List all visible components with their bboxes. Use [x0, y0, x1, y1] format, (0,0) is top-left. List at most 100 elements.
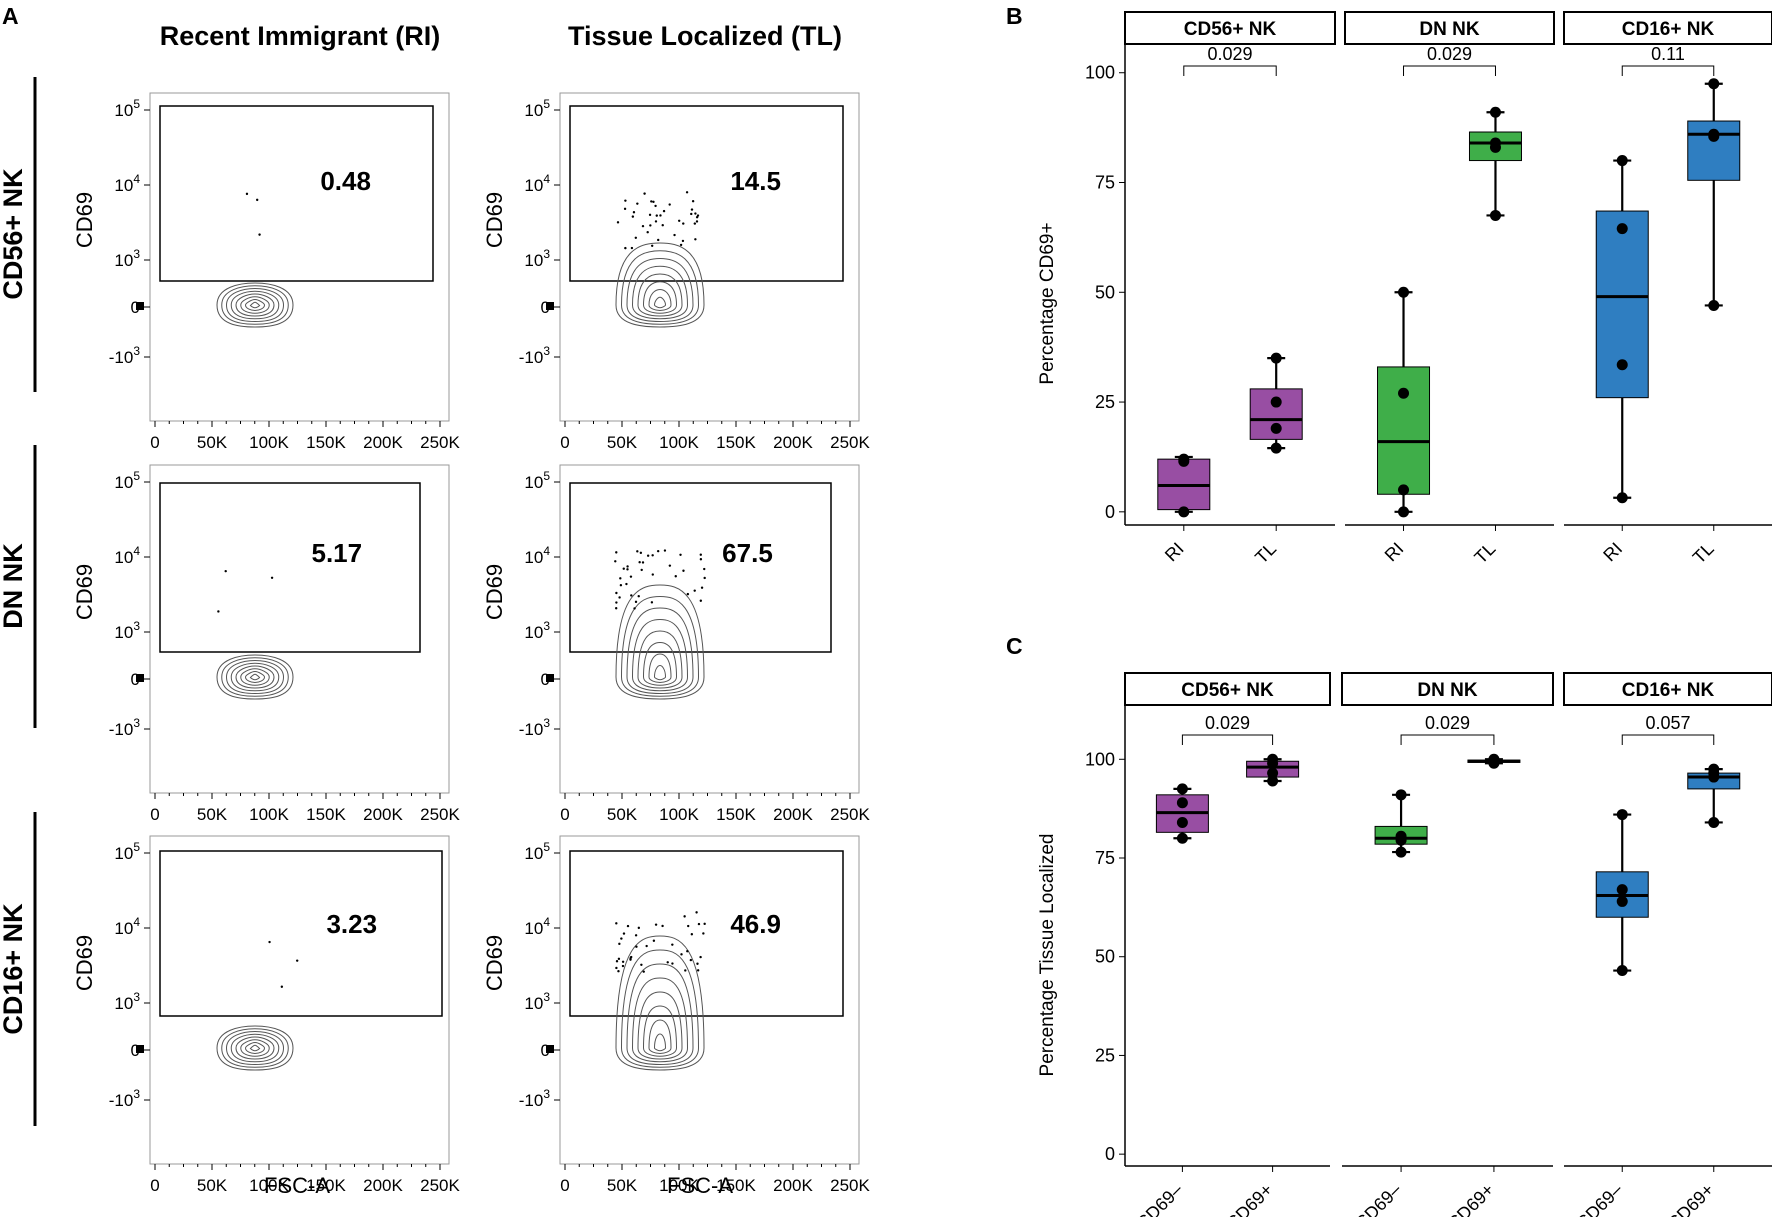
facet: CD56+ NK 0.029 RI TL: [1124, 11, 1336, 568]
facet-strip: [1563, 11, 1772, 45]
density-contour: [230, 1033, 280, 1063]
event-dot: [690, 933, 694, 936]
event-dot: [619, 584, 623, 587]
significance-bracket: [1181, 734, 1274, 745]
event-dot: [641, 224, 645, 228]
density-contour: [249, 673, 261, 681]
event-dot: [635, 945, 638, 948]
density-contour: [637, 273, 683, 317]
density-contour: [653, 296, 667, 309]
gate-rectangle: [569, 105, 844, 282]
x-tick-label: 50K: [607, 805, 638, 824]
event-dot: [699, 599, 703, 602]
data-point: [1270, 396, 1282, 408]
facet-title: CD16+ NK: [1622, 680, 1715, 701]
data-point: [1708, 816, 1720, 828]
data-point: [1395, 789, 1407, 801]
density-contour: [235, 1036, 275, 1060]
event-dot: [618, 942, 621, 946]
event-dot: [652, 939, 656, 942]
event-dot: [615, 966, 618, 970]
event-dot: [673, 233, 676, 237]
density-contour: [626, 257, 694, 323]
event-dot: [621, 960, 625, 963]
event-dot: [655, 214, 658, 217]
axis-event-stack: [546, 674, 554, 682]
x-category-label: RI: [1599, 539, 1626, 566]
facet-title: DN NK: [1419, 19, 1479, 40]
x-tick-label: 250K: [420, 805, 460, 824]
y-tick-label: 103: [524, 619, 550, 642]
event-dot: [671, 962, 674, 965]
density-contour: [216, 654, 294, 700]
event-dot: [654, 204, 657, 208]
y-axis-label: CD69: [482, 192, 507, 248]
y-tick-label: 105: [114, 97, 140, 120]
y-tick-label: 104: [524, 544, 550, 567]
event-dot: [645, 944, 648, 948]
facet: DN NK 0.029 CD69– CD69+: [1341, 672, 1554, 1217]
y-tick-label: -103: [109, 344, 141, 367]
y-tick-label: -103: [519, 1087, 551, 1110]
density-contour: [626, 963, 694, 1066]
event-dot: [619, 577, 622, 580]
gate-percentage: 3.23: [326, 909, 377, 939]
event-dot: [618, 596, 621, 599]
x-tick-label: 100K: [659, 805, 699, 824]
event-dot: [694, 212, 697, 215]
y-axis-label: CD69: [72, 935, 97, 991]
event-dot: [623, 207, 627, 211]
event-dot: [626, 568, 629, 571]
event-dot: [689, 958, 693, 962]
event-dot: [643, 192, 646, 195]
y-axis-label: CD69: [72, 564, 97, 620]
x-category-label: CD69+: [1222, 1180, 1276, 1217]
event-dot: [693, 589, 696, 592]
plot-frame: [149, 835, 450, 1165]
event-dot: [668, 564, 672, 567]
panel-label-a: A: [2, 3, 19, 29]
y-tick-label: 75: [1095, 173, 1115, 193]
data-point: [1489, 106, 1501, 118]
x-tick-label: 250K: [420, 433, 460, 452]
event-dot: [651, 573, 654, 576]
y-tick-label: 105: [114, 840, 140, 863]
event-dot: [652, 200, 655, 204]
density-contour: [631, 265, 689, 320]
event-dot: [617, 957, 621, 961]
event-dot: [686, 950, 689, 953]
event-dot: [624, 246, 627, 250]
data-point: [1270, 352, 1282, 364]
plot-frame: [149, 92, 450, 422]
axis-event-stack: [136, 1045, 144, 1053]
flow-plot: 105 104 103 0 -103 CD69 0 50K 100K 150K 200K 250K 0.…: [72, 92, 461, 452]
density-contour: [240, 296, 270, 314]
x-axis-label: FSC-A: [667, 1173, 733, 1198]
event-dot: [682, 222, 685, 225]
event-dot: [634, 934, 638, 937]
y-tick-label: 104: [114, 915, 140, 938]
event-dot: [695, 911, 698, 914]
p-value-label: 0.029: [1205, 713, 1250, 733]
event-dot: [636, 202, 639, 205]
density-contour: [615, 935, 705, 1071]
event-dot: [699, 558, 703, 561]
p-value-label: 0.057: [1645, 713, 1690, 733]
x-tick-label: 200K: [773, 1176, 813, 1195]
y-tick-label: 100: [1085, 63, 1115, 83]
event-dot: [638, 561, 641, 564]
density-contour: [244, 670, 266, 684]
gate-rectangle: [159, 482, 421, 653]
event-dot: [615, 922, 618, 925]
event-dot: [654, 923, 658, 926]
flow-plot: 105 104 103 0 -103 CD69 0 50K 100K 150K 200K 250K 67…: [482, 464, 871, 824]
x-tick-label: 250K: [830, 1176, 870, 1195]
flow-plot: 105 104 103 0 -103 CD69 0 50K 100K 150K 200K 250K 3.…: [72, 835, 461, 1195]
flow-plot: 105 104 103 0 -103 CD69 0 50K 100K 150K 200K 250K 46…: [482, 835, 871, 1195]
event-dot: [674, 575, 677, 578]
y-tick-label: 50: [1095, 282, 1115, 302]
event-dot: [683, 915, 686, 918]
event-dot: [625, 582, 628, 586]
event-dot: [620, 937, 623, 940]
event-dot: [695, 220, 699, 223]
